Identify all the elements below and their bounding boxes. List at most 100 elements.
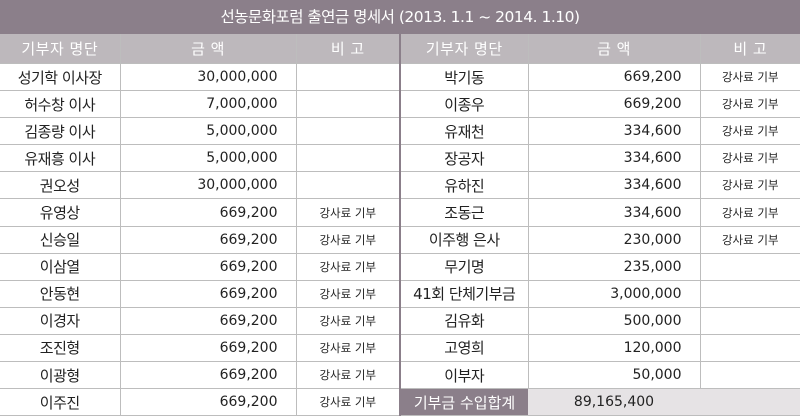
table-row: 안동현 669,200 강사료 기부 41회 단체기부금 3,000,000 — [0, 280, 800, 308]
donation-note — [699, 280, 800, 308]
donor-name: 이주행 은사 — [399, 226, 528, 254]
header-donor: 기부자 명단 — [399, 34, 528, 64]
table-row: 성기학 이사장 30,000,000 박기동 669,200 강사료 기부 — [0, 63, 800, 92]
donor-name: 김종량 이사 — [0, 117, 120, 146]
donor-name: 이광형 — [0, 361, 120, 390]
donation-amount: 30,000,000 — [119, 171, 296, 200]
donor-name: 이삼열 — [0, 253, 120, 281]
table-row: 김종량 이사 5,000,000 유재천 334,600 강사료 기부 — [0, 117, 800, 146]
header-note: 비 고 — [295, 34, 400, 64]
donor-name: 신승일 — [0, 226, 120, 254]
donor-name: 성기학 이사장 — [0, 63, 120, 92]
donor-name: 박기동 — [399, 63, 528, 92]
donation-amount: 5,000,000 — [119, 144, 296, 173]
donor-name: 유재천 — [399, 117, 528, 146]
header-donor: 기부자 명단 — [0, 34, 120, 64]
donor-name: 조동근 — [399, 198, 528, 227]
header-amount: 금 액 — [527, 34, 700, 64]
donation-note: 강사료 기부 — [295, 280, 400, 308]
donation-amount: 5,000,000 — [119, 117, 296, 146]
donation-note — [699, 361, 800, 390]
donation-note: 강사료 기부 — [295, 361, 400, 390]
total-label: 기부금 수입합계 — [399, 388, 528, 416]
header-note: 비 고 — [699, 34, 800, 64]
header-amount: 금 액 — [119, 34, 296, 64]
donation-note — [295, 144, 400, 173]
donor-name: 유재흥 이사 — [0, 144, 120, 173]
donation-note — [295, 90, 400, 119]
donation-amount: 669,200 — [119, 388, 296, 416]
donation-amount: 500,000 — [527, 307, 700, 335]
donation-note: 강사료 기부 — [699, 171, 800, 200]
donation-amount: 669,200 — [119, 307, 296, 335]
donation-note: 강사료 기부 — [699, 117, 800, 146]
table-row: 조진형 669,200 강사료 기부 고영희 120,000 — [0, 334, 800, 363]
table-row: 이삼열 669,200 강사료 기부 무기명 235,000 — [0, 253, 800, 281]
donation-note: 강사료 기부 — [295, 307, 400, 335]
header-row: 기부자 명단 금 액 비 고 기부자 명단 금 액 비 고 — [0, 34, 800, 64]
donation-amount: 669,200 — [527, 63, 700, 92]
donation-amount: 30,000,000 — [119, 63, 296, 92]
donor-name: 41회 단체기부금 — [399, 280, 528, 308]
donor-table: 기부자 명단 금 액 비 고 기부자 명단 금 액 비 고 성기학 이사장 30,… — [0, 34, 800, 416]
donation-note — [295, 171, 400, 200]
donation-amount: 669,200 — [119, 253, 296, 281]
total-blank — [700, 388, 800, 416]
table-row: 허수창 이사 7,000,000 이종우 669,200 강사료 기부 — [0, 90, 800, 119]
donor-name: 허수창 이사 — [0, 90, 120, 119]
donor-name: 무기명 — [399, 253, 528, 281]
donation-amount: 334,600 — [527, 171, 700, 200]
donation-note: 강사료 기부 — [699, 63, 800, 92]
table-row: 유재흥 이사 5,000,000 장공자 334,600 강사료 기부 — [0, 144, 800, 173]
table-row: 이광형 669,200 강사료 기부 이부자 50,000 — [0, 361, 800, 390]
donation-note — [699, 307, 800, 335]
donor-name: 조진형 — [0, 334, 120, 363]
donor-name: 안동현 — [0, 280, 120, 308]
table-row: 신승일 669,200 강사료 기부 이주행 은사 230,000 강사료 기부 — [0, 226, 800, 254]
donation-amount: 230,000 — [527, 226, 700, 254]
table-row: 유영상 669,200 강사료 기부 조동근 334,600 강사료 기부 — [0, 198, 800, 227]
donation-amount: 50,000 — [527, 361, 700, 390]
donation-note: 강사료 기부 — [295, 198, 400, 227]
page-title: 선농문화포럼 출연금 명세서 (2013. 1.1 ~ 2014. 1.10) — [0, 0, 800, 34]
donation-amount: 334,600 — [527, 144, 700, 173]
donation-note: 강사료 기부 — [295, 388, 400, 416]
donor-name: 유영상 — [0, 198, 120, 227]
donation-note: 강사료 기부 — [295, 253, 400, 281]
donation-amount: 669,200 — [527, 90, 700, 119]
donor-name: 유하진 — [399, 171, 528, 200]
table-row: 권오성 30,000,000 유하진 334,600 강사료 기부 — [0, 171, 800, 200]
donation-note: 강사료 기부 — [699, 90, 800, 119]
donation-note: 강사료 기부 — [699, 226, 800, 254]
donation-note: 강사료 기부 — [699, 144, 800, 173]
donation-amount: 235,000 — [527, 253, 700, 281]
donor-name: 이종우 — [399, 90, 528, 119]
donation-amount: 334,600 — [527, 198, 700, 227]
donor-name: 이부자 — [399, 361, 528, 390]
donation-note: 강사료 기부 — [295, 226, 400, 254]
donation-amount: 669,200 — [119, 280, 296, 308]
donation-note: 강사료 기부 — [295, 334, 400, 363]
donation-amount: 7,000,000 — [119, 90, 296, 119]
donor-name: 이주진 — [0, 388, 120, 416]
donation-amount: 669,200 — [119, 334, 296, 363]
donor-name: 장공자 — [399, 144, 528, 173]
donation-note: 강사료 기부 — [699, 198, 800, 227]
donation-note — [699, 253, 800, 281]
donor-name: 이경자 — [0, 307, 120, 335]
table-row: 이경자 669,200 강사료 기부 김유화 500,000 — [0, 307, 800, 335]
donation-amount: 669,200 — [119, 198, 296, 227]
donor-name: 권오성 — [0, 171, 120, 200]
donation-amount: 120,000 — [527, 334, 700, 363]
donor-name: 고영희 — [399, 334, 528, 363]
donor-name: 김유화 — [399, 307, 528, 335]
total-amount: 89,165,400 — [528, 388, 700, 416]
donation-amount: 669,200 — [119, 361, 296, 390]
donation-amount: 3,000,000 — [527, 280, 700, 308]
table-row: 이주진 669,200 강사료 기부 기부금 수입합계 89,165,400 — [0, 388, 800, 416]
donation-note — [295, 117, 400, 146]
donation-note — [295, 63, 400, 92]
donation-amount: 334,600 — [527, 117, 700, 146]
donation-note — [699, 334, 800, 363]
